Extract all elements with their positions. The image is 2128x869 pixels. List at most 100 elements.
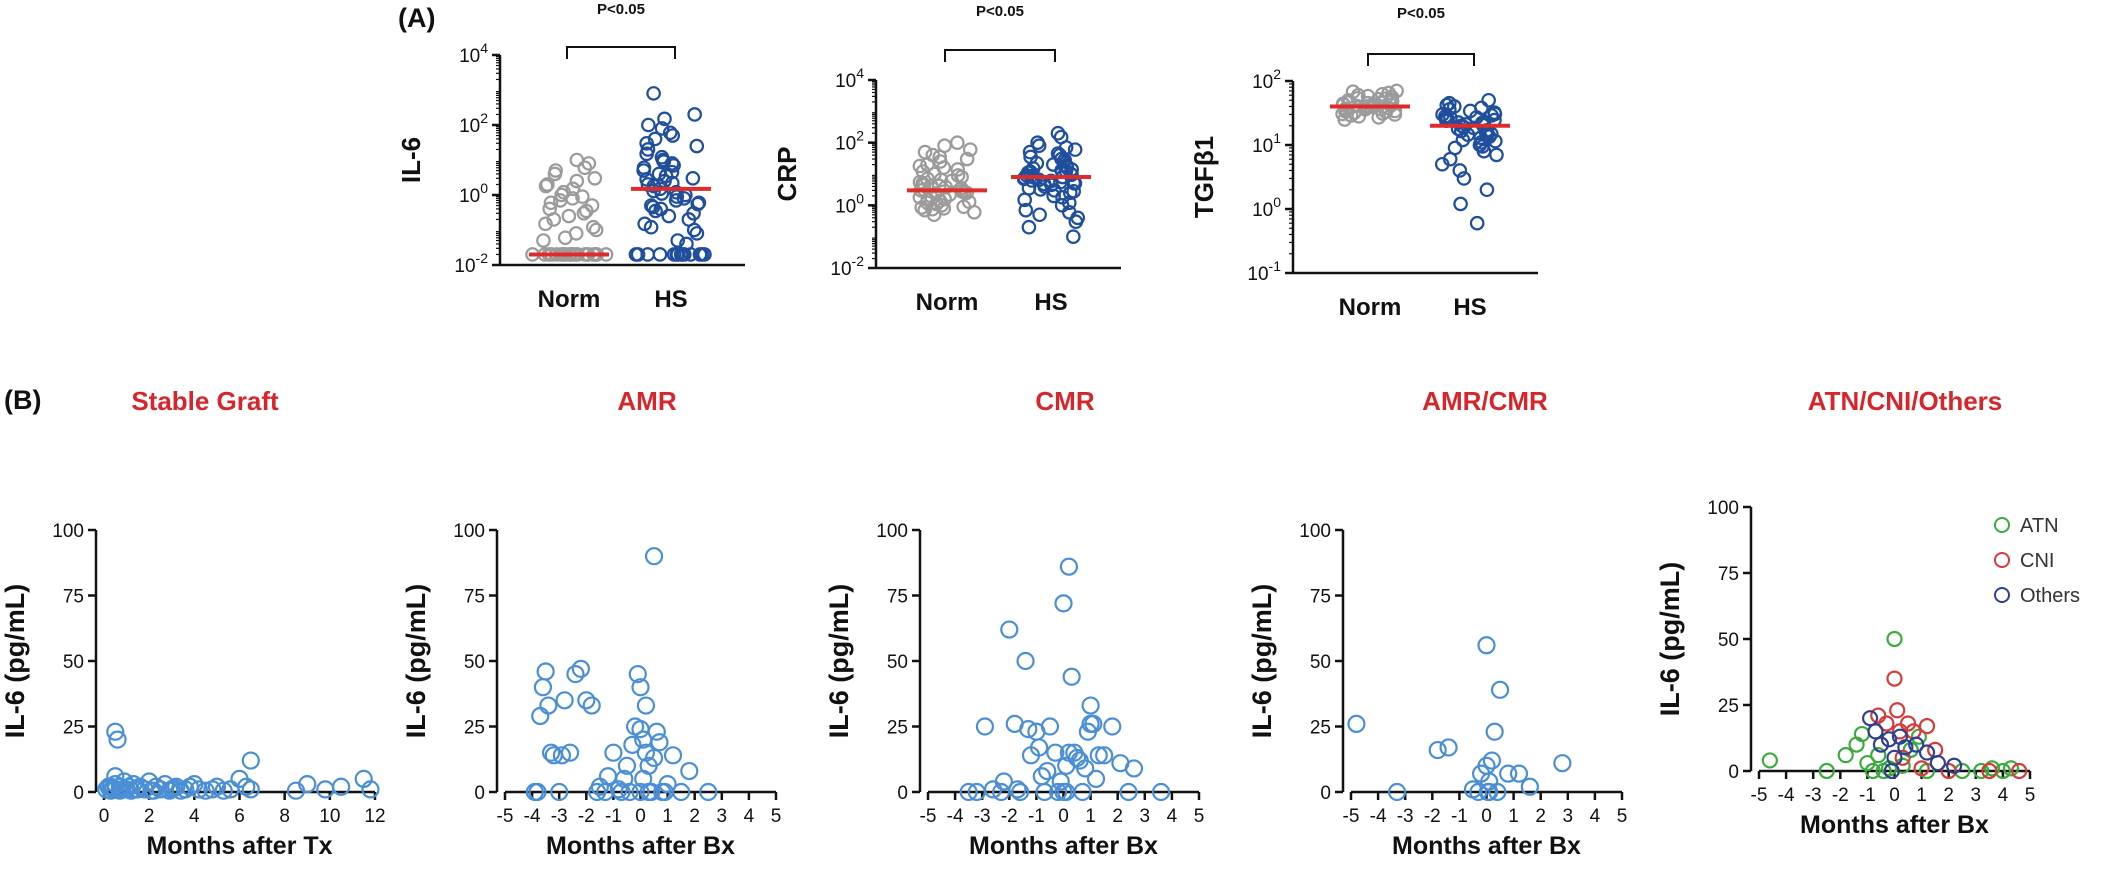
data-point xyxy=(639,136,654,151)
x-tick-label: 3 xyxy=(1971,785,1982,806)
data-point xyxy=(108,730,127,749)
data-point xyxy=(1456,171,1472,186)
data-point xyxy=(640,247,655,262)
x-tick-label: 3 xyxy=(1140,806,1151,827)
scatter-panel-b1: 0 25 50 75 100 0 2 4 6 8 10 12 Months after Tx IL-6 (… xyxy=(0,521,386,860)
x-tick-label: 0 xyxy=(1889,785,1900,806)
y-tick-label: 50 xyxy=(887,652,908,673)
x-tick-label: 4 xyxy=(1590,806,1601,827)
x-tick-label: -3 xyxy=(551,806,568,827)
x-tick-label: HS xyxy=(1034,289,1067,316)
p-value-label: P<0.05 xyxy=(597,1,645,18)
data-point xyxy=(628,664,647,684)
x-tick-label: 0 xyxy=(635,806,646,827)
y-tick-label: 102 xyxy=(459,110,488,137)
data-point xyxy=(1482,129,1497,144)
data-point xyxy=(663,746,683,765)
data-point xyxy=(1913,760,1930,777)
x-tick-label: 5 xyxy=(2025,785,2036,806)
x-tick-label: -1 xyxy=(1028,806,1045,827)
y-tick-label: 0 xyxy=(474,783,485,804)
y-axis-label: IL-6 (pg/mL) xyxy=(0,584,30,738)
data-point xyxy=(1466,120,1481,136)
data-point xyxy=(144,781,163,800)
data-point xyxy=(656,154,672,169)
data-point xyxy=(657,111,672,127)
x-tick-label: 3 xyxy=(1563,806,1574,827)
y-tick-label: 10-2 xyxy=(830,253,864,280)
data-point xyxy=(536,662,555,681)
data-point xyxy=(1862,710,1879,727)
data-point xyxy=(1481,92,1496,108)
data-point xyxy=(1439,97,1455,113)
legend-label: ATN xyxy=(2020,515,2059,537)
y-tick-label: 50 xyxy=(1718,630,1739,651)
data-point xyxy=(1030,135,1045,150)
data-point xyxy=(561,208,577,224)
title-amr: AMR xyxy=(617,386,677,416)
data-point xyxy=(566,664,585,684)
y-tick-label: 75 xyxy=(887,587,908,608)
data-point xyxy=(1973,762,1990,780)
data-point xyxy=(623,735,642,754)
data-point xyxy=(1509,764,1529,783)
x-tick-label: -5 xyxy=(1751,785,1768,806)
x-tick-label: 2 xyxy=(144,806,155,827)
data-point xyxy=(540,177,555,192)
data-point xyxy=(680,761,699,781)
legend-marker xyxy=(1994,587,2010,603)
data-point xyxy=(361,780,380,799)
x-tick-label: -2 xyxy=(1832,785,1849,806)
significance-bracket xyxy=(566,46,676,59)
x-tick-label: -5 xyxy=(920,806,937,827)
significance-bracket xyxy=(1367,53,1475,66)
y-tick-label: 10-1 xyxy=(1247,258,1281,285)
data-point xyxy=(1011,782,1030,802)
data-point xyxy=(576,206,592,221)
x-tick-label: -2 xyxy=(578,806,595,827)
data-point xyxy=(241,751,260,770)
data-point xyxy=(1016,651,1035,671)
dotplot-panel-a2: CRP Norm HS P<0.05 xyxy=(772,3,1121,316)
data-point xyxy=(1038,761,1057,781)
data-point xyxy=(631,678,650,697)
y-tick-label: 0 xyxy=(1320,783,1331,804)
y-tick-label: 0 xyxy=(897,783,908,804)
data-point xyxy=(196,781,215,800)
data-point xyxy=(565,181,581,197)
x-tick-label: -2 xyxy=(1001,806,1018,827)
data-point xyxy=(555,691,574,710)
data-point xyxy=(1095,746,1114,765)
y-axis-label: IL-6 (pg/mL) xyxy=(401,584,431,738)
data-point xyxy=(1046,743,1065,762)
x-tick-label: Norm xyxy=(538,286,601,313)
data-point xyxy=(642,782,661,802)
x-tick-label: 4 xyxy=(1167,806,1178,827)
data-point xyxy=(533,678,553,697)
y-tick-label: 100 xyxy=(459,180,488,207)
data-point xyxy=(531,706,550,726)
x-tick-label: -1 xyxy=(605,806,622,827)
data-point xyxy=(646,86,661,101)
y-tick-label: 75 xyxy=(1718,564,1739,585)
y-tick-label: 100 xyxy=(1707,498,1739,519)
data-point xyxy=(636,696,656,715)
x-tick-label: HS xyxy=(654,286,687,313)
data-point xyxy=(1065,229,1081,244)
data-point xyxy=(189,780,208,799)
data-point xyxy=(550,782,569,802)
y-axis-label: CRP xyxy=(772,147,802,202)
data-point xyxy=(1886,670,1903,687)
title-cmr: CMR xyxy=(1035,386,1095,416)
data-point xyxy=(569,173,585,189)
x-tick-label: 4 xyxy=(189,806,200,827)
y-tick-label: 10-2 xyxy=(454,250,488,277)
panel-b-label: (B) xyxy=(4,385,42,415)
data-point xyxy=(687,107,702,122)
data-point xyxy=(1059,557,1079,576)
data-point xyxy=(959,151,975,167)
data-point xyxy=(928,186,944,201)
data-point xyxy=(914,200,930,215)
x-tick-label: -5 xyxy=(497,806,514,827)
data-point xyxy=(538,216,553,232)
